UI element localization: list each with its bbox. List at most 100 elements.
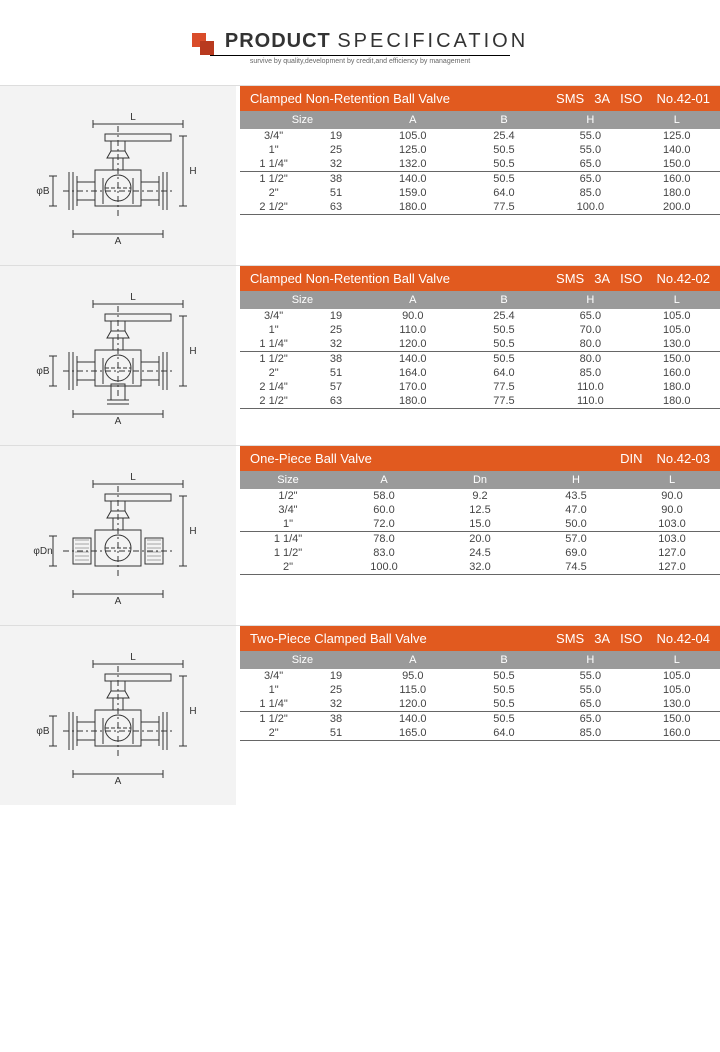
cell: 57 — [307, 381, 365, 393]
table-row: 1 1/4"32120.050.580.0130.0 — [240, 337, 720, 351]
standard-label: ISO — [620, 91, 642, 106]
cell: 85.0 — [547, 187, 633, 199]
col-header: H — [547, 114, 633, 126]
cell: 25.4 — [461, 310, 547, 322]
cell: 115.0 — [365, 684, 461, 696]
cell: 64.0 — [461, 187, 547, 199]
cell: 103.0 — [624, 533, 720, 545]
cell: 64.0 — [461, 727, 547, 739]
table-header-row: SizeABHL — [240, 651, 720, 669]
cell: 180.0 — [365, 201, 461, 213]
cell: 65.0 — [547, 713, 633, 725]
table-row: 1 1/2"38140.050.580.0150.0 — [240, 351, 720, 366]
svg-text:L: L — [130, 652, 136, 663]
cell: 38 — [307, 713, 365, 725]
cell: 72.0 — [336, 518, 432, 530]
table-cell: Clamped Non-Retention Ball ValveSMS3AISO… — [240, 266, 720, 445]
product-number: No.42-02 — [657, 271, 710, 286]
cell: 1 1/4" — [240, 698, 307, 710]
product-name: Clamped Non-Retention Ball Valve — [250, 91, 546, 106]
spec-section: L H φB A Clamped Non-Retention Ball Valv… — [0, 85, 720, 265]
cell: 69.0 — [528, 547, 624, 559]
cell: 120.0 — [365, 698, 461, 710]
cell: 38 — [307, 173, 365, 185]
cell: 50.5 — [461, 698, 547, 710]
cell: 57.0 — [528, 533, 624, 545]
title-bold: PRODUCT — [225, 30, 331, 52]
table-row: 1"25110.050.570.0105.0 — [240, 323, 720, 337]
col-header: Size — [240, 294, 365, 306]
cell: 85.0 — [547, 727, 633, 739]
cell: 1 1/4" — [240, 533, 336, 545]
standard-label: SMS — [556, 91, 584, 106]
cell: 150.0 — [634, 353, 720, 365]
table-row: 2"51164.064.085.0160.0 — [240, 366, 720, 380]
svg-text:L: L — [130, 292, 136, 303]
product-name: One-Piece Ball Valve — [250, 451, 610, 466]
standard-label: 3A — [594, 91, 610, 106]
title-underline — [210, 55, 510, 56]
cell: 2" — [240, 727, 307, 739]
cell: 180.0 — [634, 381, 720, 393]
table-row: 3/4"1990.025.465.0105.0 — [240, 309, 720, 323]
cell: 130.0 — [634, 698, 720, 710]
cell: 180.0 — [634, 395, 720, 407]
cell: 165.0 — [365, 727, 461, 739]
col-header: A — [365, 114, 461, 126]
cell: 130.0 — [634, 338, 720, 350]
table-row: 1 1/2"83.024.569.0127.0 — [240, 546, 720, 560]
cell: 77.5 — [461, 201, 547, 213]
product-number: No.42-04 — [657, 631, 710, 646]
col-header: L — [634, 294, 720, 306]
svg-text:φB: φB — [36, 186, 49, 197]
table-row: 1 1/4"78.020.057.0103.0 — [240, 531, 720, 546]
cell: 47.0 — [528, 504, 624, 516]
cell: 140.0 — [365, 713, 461, 725]
cell: 1" — [240, 518, 336, 530]
cell: 25 — [307, 684, 365, 696]
svg-text:L: L — [130, 472, 136, 483]
cell: 32 — [307, 158, 365, 170]
table-row: 3/4"1995.050.555.0105.0 — [240, 669, 720, 683]
cell: 19 — [307, 130, 365, 142]
product-name: Two-Piece Clamped Ball Valve — [250, 631, 546, 646]
product-title-bar: Two-Piece Clamped Ball ValveSMS3AISONo.4… — [240, 626, 720, 651]
page-title: PRODUCT SPECIFICATION — [225, 30, 528, 53]
table-body: 3/4"19105.025.455.0125.01"25125.050.555.… — [240, 129, 720, 215]
table-header-row: SizeABHL — [240, 291, 720, 309]
cell: 1 1/2" — [240, 547, 336, 559]
col-header: L — [624, 474, 720, 486]
cell: 78.0 — [336, 533, 432, 545]
cell: 1 1/2" — [240, 173, 307, 185]
svg-text:H: H — [189, 706, 196, 717]
cell: 77.5 — [461, 395, 547, 407]
cell: 32 — [307, 338, 365, 350]
cell: 2" — [240, 561, 336, 573]
cell: 50.0 — [528, 518, 624, 530]
svg-text:A: A — [115, 416, 122, 426]
cell: 2" — [240, 367, 307, 379]
svg-text:A: A — [115, 776, 122, 786]
standard-label: 3A — [594, 271, 610, 286]
cell: 180.0 — [365, 395, 461, 407]
page-header: PRODUCT SPECIFICATION survive by quality… — [0, 0, 720, 85]
diagram-cell: L H φB A — [0, 86, 240, 265]
cell: 1" — [240, 684, 307, 696]
product-number: No.42-03 — [657, 451, 710, 466]
table-body: 3/4"1990.025.465.0105.01"25110.050.570.0… — [240, 309, 720, 409]
cell: 105.0 — [634, 324, 720, 336]
cell: 50.5 — [461, 670, 547, 682]
table-row: 2"100.032.074.5127.0 — [240, 560, 720, 574]
standard-label: 3A — [594, 631, 610, 646]
col-header: H — [528, 474, 624, 486]
table-header-row: SizeADnHL — [240, 471, 720, 489]
cell: 65.0 — [547, 698, 633, 710]
cell: 105.0 — [634, 310, 720, 322]
cell: 1/2" — [240, 490, 336, 502]
cell: 63 — [307, 395, 365, 407]
cell: 77.5 — [461, 381, 547, 393]
col-header: Size — [240, 474, 336, 486]
cell: 105.0 — [634, 684, 720, 696]
cell: 65.0 — [547, 310, 633, 322]
standard-label: DIN — [620, 451, 642, 466]
